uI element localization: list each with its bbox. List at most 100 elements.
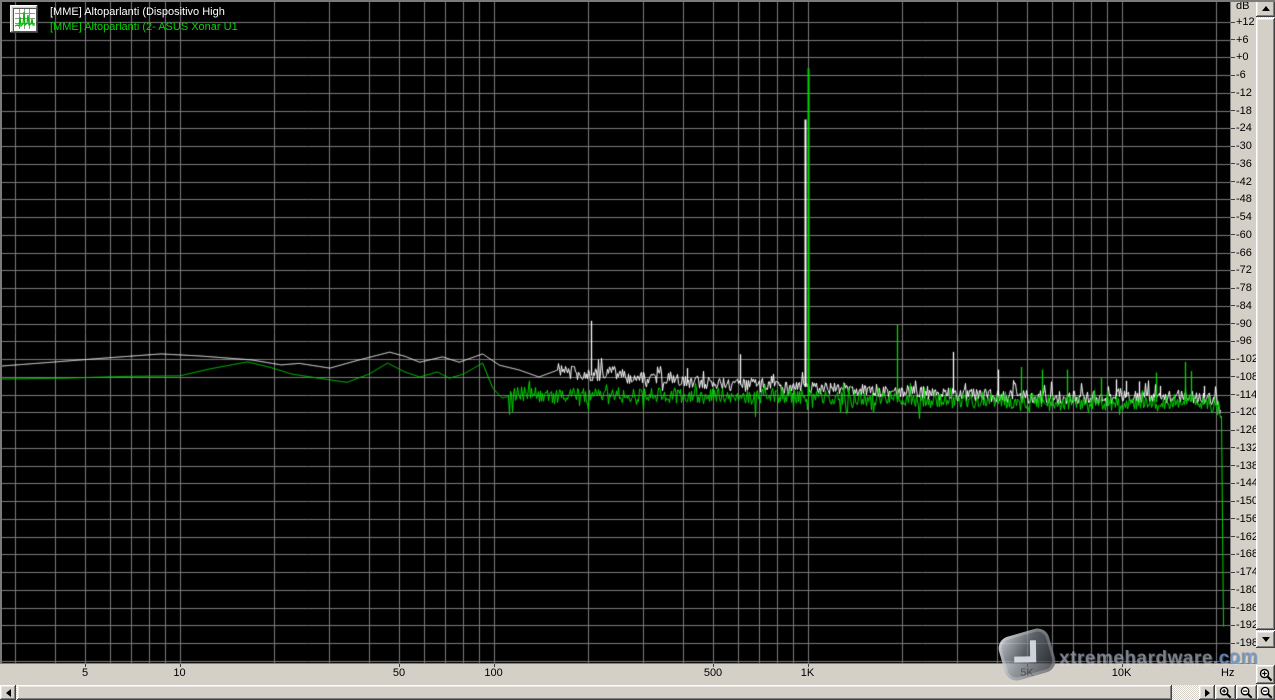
spectrum-icon-button[interactable]	[10, 5, 38, 33]
magnifier-plus-icon	[1259, 668, 1272, 681]
db-tick-label: -150	[1236, 495, 1259, 508]
db-tick	[1231, 376, 1235, 378]
db-tick-label: +6	[1236, 33, 1249, 46]
legend-entry-label: [MME] Altoparlanti (Dispositivo High	[50, 6, 225, 18]
db-tick-label: -144	[1236, 477, 1259, 490]
zoom-in-horizontal-button[interactable]	[1215, 685, 1236, 700]
freq-tick-label: 1K	[800, 667, 815, 679]
db-tick	[1231, 39, 1235, 41]
db-tick-label: -114	[1236, 388, 1258, 401]
freq-tick	[808, 664, 809, 667]
db-tick-label: -162	[1236, 530, 1259, 543]
db-tick-label: -192	[1236, 619, 1259, 632]
db-tick	[1231, 589, 1235, 591]
db-tick	[1231, 127, 1235, 129]
zoom-in-vertical-button[interactable]	[1256, 665, 1275, 684]
magnifier-plus-icon	[1219, 686, 1232, 699]
db-tick	[1231, 269, 1235, 271]
db-tick	[1231, 518, 1235, 520]
db-tick-label: -84	[1236, 299, 1252, 312]
db-tick-label: -24	[1236, 122, 1252, 135]
db-tick-label: -132	[1236, 441, 1259, 454]
db-tick-label: -102	[1236, 353, 1259, 366]
freq-tick-label: 5K	[1020, 667, 1034, 679]
horizontal-scroll-thumb[interactable]	[17, 685, 1172, 700]
db-tick	[1231, 216, 1235, 218]
db-tick	[1231, 624, 1235, 626]
db-tick	[1231, 323, 1235, 325]
db-tick-label: -126	[1236, 424, 1259, 437]
db-tick	[1231, 198, 1235, 200]
scroll-left-button[interactable]	[0, 685, 16, 700]
arrow-up-icon	[1261, 6, 1270, 11]
spectrum-icon	[13, 8, 37, 32]
db-tick-label: -90	[1236, 317, 1252, 330]
db-tick-label: -18	[1236, 104, 1252, 117]
legend-entry-label: [MME] Altoparlanti (2- ASUS Xonar U1	[50, 21, 238, 33]
db-tick-label: -198	[1236, 637, 1259, 650]
db-tick-label: -72	[1236, 264, 1252, 277]
window-top-edge	[0, 0, 1275, 2]
zoom-out-horizontal-button[interactable]	[1236, 685, 1257, 700]
scroll-up-button[interactable]	[1256, 0, 1275, 17]
db-tick	[1231, 465, 1235, 467]
hz-unit-label: Hz	[1221, 667, 1235, 679]
db-tick	[1231, 287, 1235, 289]
db-tick	[1231, 394, 1235, 396]
magnifier-minus-icon	[1240, 686, 1253, 699]
db-tick-label: -168	[1236, 548, 1259, 561]
db-tick	[1231, 429, 1235, 431]
scroll-right-button[interactable]	[1199, 685, 1215, 700]
db-tick	[1231, 411, 1235, 413]
legend-rows: [MME] Altoparlanti (Dispositivo High [MME…	[50, 5, 238, 35]
db-tick-label: -96	[1236, 335, 1252, 348]
db-tick-label: +0	[1236, 51, 1249, 64]
db-tick	[1231, 56, 1235, 58]
db-tick-label: -6	[1236, 69, 1246, 82]
db-tick	[1231, 500, 1235, 502]
arrow-right-icon	[1204, 688, 1210, 697]
db-tick	[1231, 21, 1235, 23]
freq-tick	[1122, 664, 1123, 667]
freq-tick	[180, 664, 181, 667]
scroll-down-button[interactable]	[1256, 631, 1275, 648]
freq-tick-label: 5	[81, 667, 89, 679]
db-tick	[1231, 163, 1235, 165]
db-tick	[1231, 482, 1235, 484]
db-tick-label: -30	[1236, 140, 1252, 153]
db-tick	[1231, 607, 1235, 609]
freq-tick-label: 50	[392, 667, 406, 679]
db-tick	[1231, 305, 1235, 307]
db-tick-label: -42	[1236, 175, 1252, 188]
freq-tick-label: 500	[703, 667, 723, 679]
db-tick	[1231, 252, 1235, 254]
freq-tick-label: 100	[484, 667, 503, 679]
freq-tick-label: 10K	[1111, 667, 1132, 679]
db-tick-label: -180	[1236, 583, 1259, 596]
magnifier-minus-icon	[1260, 686, 1272, 699]
db-tick-label: -60	[1236, 228, 1252, 241]
db-axis: dB +12 +6 +0 -6 -12 -18 -24 -30 -36 -42 -48 -54 -60 -…	[1230, 0, 1259, 663]
db-tick-label: -174	[1236, 566, 1259, 579]
freq-tick	[399, 664, 400, 667]
db-tick	[1231, 358, 1235, 360]
db-tick-label: -108	[1236, 370, 1259, 383]
db-tick	[1231, 642, 1235, 644]
db-tick	[1231, 74, 1235, 76]
window-left-edge	[0, 0, 2, 663]
db-tick	[1231, 92, 1235, 94]
db-tick-label: -156	[1236, 512, 1259, 525]
db-tick	[1231, 181, 1235, 183]
db-tick	[1231, 110, 1235, 112]
db-tick	[1231, 234, 1235, 236]
freq-tick	[713, 664, 714, 667]
db-tick-label: -78	[1236, 282, 1252, 295]
arrow-down-icon	[1261, 637, 1270, 642]
db-tick-label: +12	[1236, 16, 1255, 28]
db-tick	[1231, 447, 1235, 449]
vertical-scroll-thumb[interactable]	[1256, 18, 1275, 630]
zoom-out-vertical-button[interactable]	[1257, 685, 1275, 700]
db-tick-label: -48	[1236, 193, 1252, 206]
db-tick	[1231, 340, 1235, 342]
